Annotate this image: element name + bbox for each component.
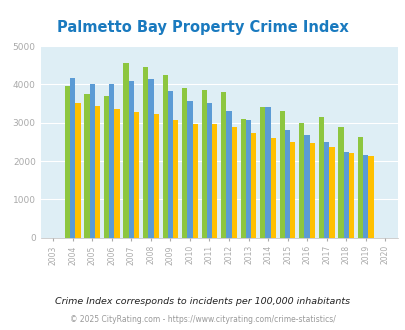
- Bar: [128, 82, 134, 238]
- Bar: [265, 107, 270, 238]
- Text: © 2025 CityRating.com - https://www.cityrating.com/crime-statistics/: © 2025 CityRating.com - https://www.city…: [70, 315, 335, 324]
- Bar: [109, 84, 114, 238]
- Bar: [251, 133, 256, 238]
- Bar: [304, 135, 309, 238]
- Bar: [323, 142, 328, 238]
- Bar: [260, 108, 265, 238]
- Bar: [318, 117, 323, 238]
- Bar: [148, 79, 153, 238]
- Bar: [90, 84, 95, 238]
- Bar: [134, 113, 139, 238]
- Bar: [290, 142, 295, 238]
- Bar: [226, 111, 231, 238]
- Bar: [279, 111, 284, 238]
- Bar: [173, 120, 178, 238]
- Bar: [343, 152, 348, 238]
- Bar: [114, 109, 119, 238]
- Bar: [70, 78, 75, 238]
- Bar: [362, 155, 367, 238]
- Bar: [240, 119, 245, 238]
- Bar: [187, 101, 192, 238]
- Bar: [231, 127, 237, 238]
- Bar: [65, 86, 70, 238]
- Bar: [162, 75, 167, 238]
- Text: Crime Index corresponds to incidents per 100,000 inhabitants: Crime Index corresponds to incidents per…: [55, 297, 350, 307]
- Bar: [270, 138, 275, 238]
- Bar: [206, 103, 211, 238]
- Bar: [95, 106, 100, 238]
- Bar: [192, 124, 197, 238]
- Bar: [221, 92, 226, 238]
- Bar: [84, 94, 90, 238]
- Bar: [181, 88, 187, 238]
- Bar: [367, 156, 373, 238]
- Bar: [211, 124, 217, 238]
- Bar: [167, 91, 173, 238]
- Bar: [201, 90, 206, 238]
- Bar: [245, 120, 251, 238]
- Bar: [75, 103, 81, 238]
- Bar: [328, 147, 334, 238]
- Bar: [104, 96, 109, 238]
- Text: Palmetto Bay Property Crime Index: Palmetto Bay Property Crime Index: [57, 20, 348, 35]
- Bar: [298, 123, 304, 238]
- Bar: [337, 127, 343, 238]
- Bar: [309, 144, 314, 238]
- Legend: Palmetto Bay, Florida, National: Palmetto Bay, Florida, National: [92, 329, 345, 330]
- Bar: [357, 137, 362, 238]
- Bar: [123, 63, 128, 238]
- Bar: [348, 152, 353, 238]
- Bar: [153, 114, 158, 238]
- Bar: [143, 67, 148, 238]
- Bar: [284, 130, 290, 238]
